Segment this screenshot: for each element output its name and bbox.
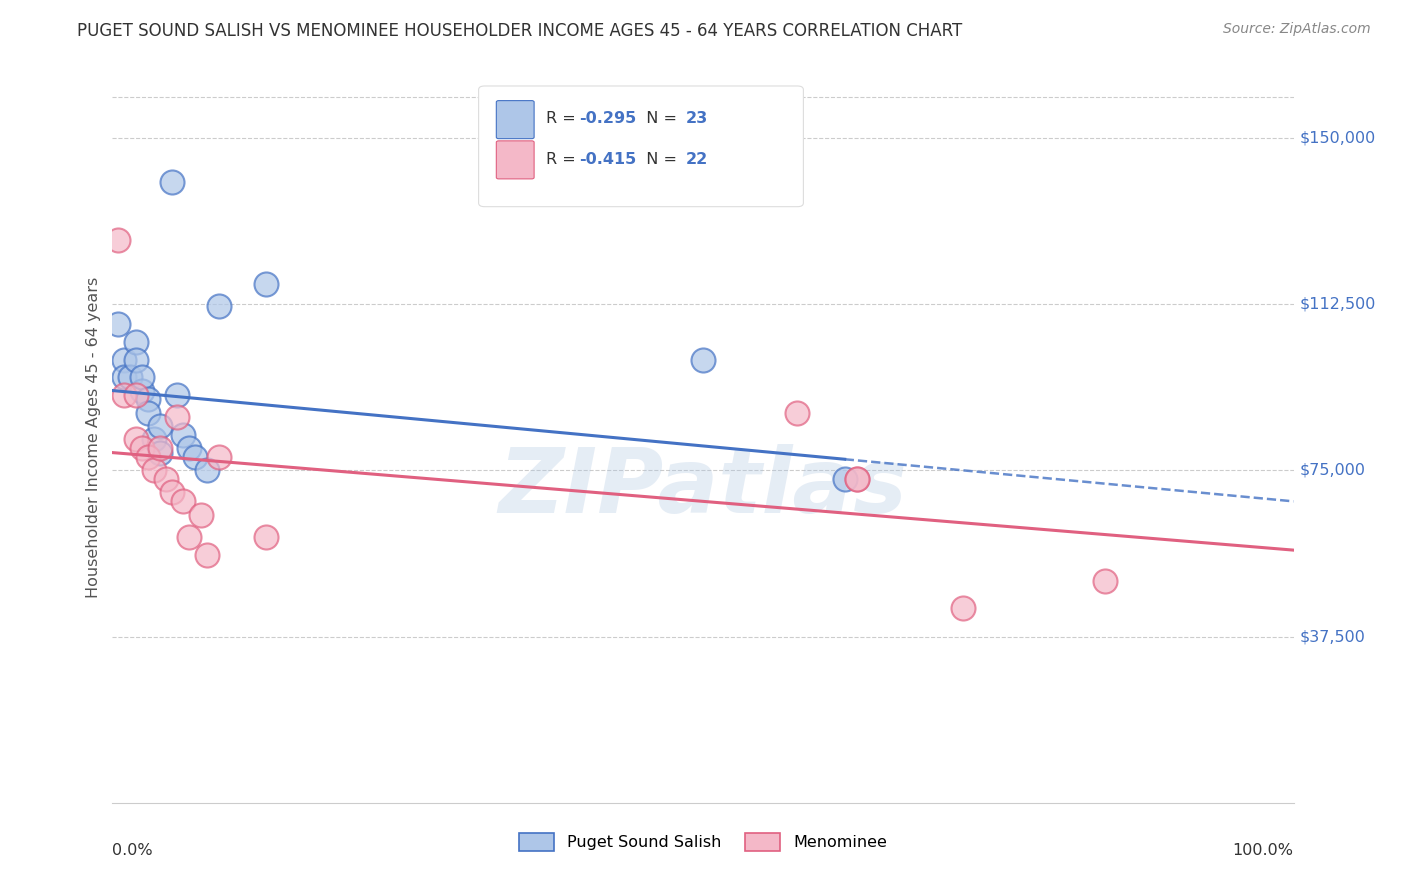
Point <box>254 530 277 544</box>
Text: 23: 23 <box>685 112 707 127</box>
Text: 0.0%: 0.0% <box>112 843 153 858</box>
Text: N =: N = <box>636 152 682 167</box>
Point <box>179 441 201 455</box>
Point <box>208 450 231 464</box>
Text: 100.0%: 100.0% <box>1233 843 1294 858</box>
Text: -0.295: -0.295 <box>579 112 637 127</box>
Point <box>125 334 148 349</box>
Point <box>125 432 148 446</box>
Point <box>160 175 183 189</box>
Text: 22: 22 <box>685 152 707 167</box>
Text: $112,500: $112,500 <box>1299 297 1376 311</box>
Text: N =: N = <box>636 112 682 127</box>
Text: -0.415: -0.415 <box>579 152 637 167</box>
Point <box>149 445 172 459</box>
Legend: Puget Sound Salish, Menominee: Puget Sound Salish, Menominee <box>513 827 893 857</box>
FancyBboxPatch shape <box>496 141 534 179</box>
Point <box>131 370 153 384</box>
Point <box>184 450 207 464</box>
Text: ZIPatlas: ZIPatlas <box>499 444 907 533</box>
Point <box>120 370 142 384</box>
Text: $75,000: $75,000 <box>1299 463 1365 478</box>
Point <box>834 472 856 486</box>
Point <box>112 388 135 402</box>
Text: R =: R = <box>546 152 581 167</box>
Y-axis label: Householder Income Ages 45 - 64 years: Householder Income Ages 45 - 64 years <box>86 277 101 598</box>
Text: PUGET SOUND SALISH VS MENOMINEE HOUSEHOLDER INCOME AGES 45 - 64 YEARS CORRELATIO: PUGET SOUND SALISH VS MENOMINEE HOUSEHOL… <box>77 22 963 40</box>
Point <box>179 530 201 544</box>
Point <box>166 410 188 425</box>
Point <box>1094 574 1116 589</box>
Point <box>160 485 183 500</box>
Point <box>172 494 194 508</box>
Point <box>172 428 194 442</box>
Text: R =: R = <box>546 112 581 127</box>
Point <box>136 450 159 464</box>
FancyBboxPatch shape <box>496 101 534 138</box>
Text: Source: ZipAtlas.com: Source: ZipAtlas.com <box>1223 22 1371 37</box>
Point <box>195 548 218 562</box>
Point <box>131 441 153 455</box>
Point <box>845 472 868 486</box>
Point <box>125 352 148 367</box>
Text: $150,000: $150,000 <box>1299 130 1375 145</box>
Point <box>142 463 165 477</box>
Point <box>112 352 135 367</box>
FancyBboxPatch shape <box>478 86 803 207</box>
Point <box>190 508 212 522</box>
Point <box>107 233 129 247</box>
Point <box>125 388 148 402</box>
Point <box>131 384 153 398</box>
Point <box>155 472 177 486</box>
Point <box>786 406 808 420</box>
Point <box>254 277 277 292</box>
Point <box>149 419 172 434</box>
Text: $37,500: $37,500 <box>1299 629 1365 644</box>
Point <box>845 472 868 486</box>
Point <box>149 441 172 455</box>
Point <box>208 299 231 313</box>
Point <box>136 392 159 407</box>
Point <box>166 388 188 402</box>
Point <box>195 463 218 477</box>
Point <box>136 406 159 420</box>
Point <box>112 370 135 384</box>
Point <box>107 317 129 331</box>
Point <box>692 352 714 367</box>
Point <box>952 600 974 615</box>
Point <box>142 432 165 446</box>
